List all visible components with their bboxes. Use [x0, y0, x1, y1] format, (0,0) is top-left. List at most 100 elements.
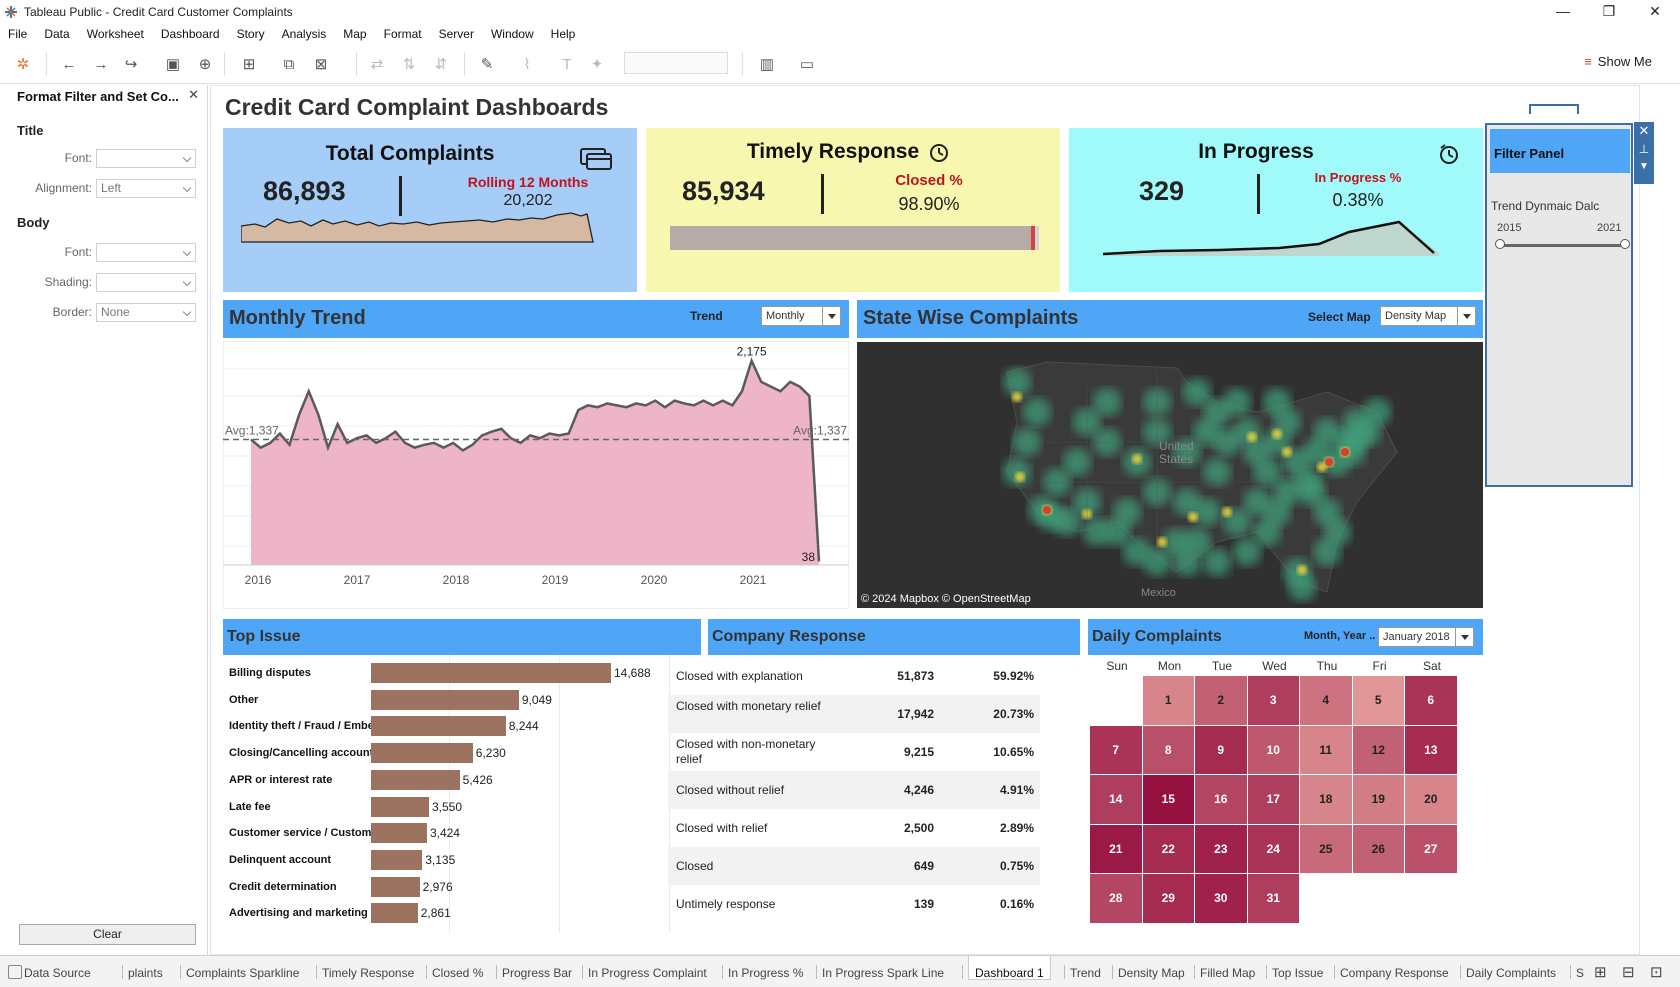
issue-bar[interactable] — [371, 903, 418, 924]
pin-icon[interactable]: ✦ — [590, 56, 604, 73]
sheet-tab[interactable]: Filled Map — [1200, 966, 1256, 980]
redo-icon[interactable]: → — [93, 55, 109, 73]
menu-file[interactable]: File — [8, 27, 28, 41]
sheet-tab[interactable]: In Progress Spark Line — [822, 966, 945, 980]
issue-bar[interactable] — [371, 689, 519, 710]
sheet-tab[interactable]: Progress Bar — [502, 966, 573, 980]
trend-dropdown[interactable]: Monthly — [761, 306, 841, 326]
density-map[interactable]: United States Mexico © 2024 Mapbox © Ope… — [857, 342, 1483, 608]
undo-icon[interactable]: ← — [61, 55, 77, 73]
calendar-day-cell[interactable]: 20 — [1405, 775, 1457, 824]
calendar-day-cell[interactable]: 22 — [1142, 824, 1194, 873]
calendar-day-cell[interactable]: 25 — [1300, 824, 1352, 873]
menu-dashboard[interactable]: Dashboard — [160, 27, 220, 41]
clear-sheet-icon[interactable]: ⊠ — [314, 56, 328, 73]
issue-bar[interactable] — [371, 743, 473, 764]
title-font-dropdown[interactable] — [96, 149, 196, 168]
menu-worksheet[interactable]: Worksheet — [86, 27, 144, 41]
sheet-tab[interactable]: Complaints Sparkline — [186, 966, 300, 980]
response-row[interactable]: Closed without relief 4,246 4.91% — [668, 771, 1040, 809]
sheet-tab[interactable]: Timely Response — [322, 966, 415, 980]
calendar-day-cell[interactable]: 18 — [1300, 775, 1352, 824]
close-window-button[interactable]: ✕ — [1649, 2, 1661, 19]
sheet-tab[interactable]: Top Issue — [1272, 966, 1324, 980]
calendar-day-cell[interactable]: 3 — [1247, 676, 1299, 725]
year-slider-track[interactable] — [1499, 244, 1625, 247]
response-row[interactable]: Closed with monetary relief 17,942 20.73% — [668, 695, 1040, 733]
pin-icon[interactable]: ⊥ — [1638, 142, 1650, 156]
calendar-day-cell[interactable]: 26 — [1352, 824, 1404, 873]
calendar-day-cell[interactable]: 19 — [1352, 775, 1404, 824]
new-dashboard-icon[interactable]: ⊟ — [1622, 964, 1635, 981]
issue-bar[interactable] — [371, 823, 427, 844]
sheet-tab[interactable]: Daily Complaints — [1466, 966, 1557, 980]
issue-bar[interactable] — [371, 716, 506, 737]
response-row[interactable]: Untimely response 139 0.16% — [668, 885, 1040, 923]
sheet-tab[interactable]: In Progress % — [728, 966, 804, 980]
response-row[interactable]: Closed with explanation 51,873 59.92% — [668, 657, 1040, 695]
calendar-day-cell[interactable]: 17 — [1247, 775, 1299, 824]
calendar-day-cell[interactable]: 15 — [1142, 775, 1194, 824]
calendar-day-cell[interactable]: 21 — [1090, 824, 1142, 873]
sort-desc-icon[interactable]: ⇵ — [434, 56, 448, 73]
close-pane-icon[interactable]: ✕ — [188, 87, 199, 102]
alignment-dropdown[interactable]: Left — [96, 179, 196, 198]
highlight-icon[interactable]: ✎ — [480, 56, 494, 73]
sheet-tab[interactable]: Company Response — [1340, 966, 1449, 980]
tableau-logo-icon[interactable]: ✲ — [16, 56, 30, 73]
border-dropdown[interactable]: None — [96, 303, 196, 322]
new-story-icon[interactable]: ⊡ — [1650, 964, 1663, 981]
fit-dropdown[interactable] — [624, 52, 728, 74]
swap-icon[interactable]: ⇄ — [370, 56, 384, 73]
slider-handle-max[interactable] — [1620, 239, 1630, 249]
shading-dropdown[interactable] — [96, 273, 196, 292]
calendar-day-cell[interactable]: 5 — [1352, 676, 1404, 725]
menu-story[interactable]: Story — [236, 27, 265, 41]
calendar-day-cell[interactable]: 2 — [1195, 676, 1247, 725]
issue-bar[interactable] — [371, 796, 429, 817]
sheet-tab[interactable]: S — [1576, 966, 1585, 980]
sheet-tab[interactable]: Dashboard 1 — [968, 956, 1051, 980]
minimize-button[interactable]: — — [1556, 3, 1570, 19]
calendar-day-cell[interactable]: 31 — [1247, 874, 1299, 923]
calendar-day-cell[interactable]: 10 — [1247, 725, 1299, 774]
menu-format[interactable]: Format — [383, 27, 422, 41]
new-datasource-icon[interactable]: ⊕ — [198, 56, 212, 73]
map-type-dropdown[interactable]: Density Map — [1380, 306, 1476, 326]
calendar-day-cell[interactable]: 24 — [1247, 824, 1299, 873]
presentation-icon[interactable]: ▭ — [799, 56, 815, 73]
sheet-tab[interactable]: Density Map — [1118, 966, 1185, 980]
month-year-dropdown[interactable]: January 2018 — [1378, 627, 1474, 647]
menu-data[interactable]: Data — [44, 27, 70, 41]
calendar-day-cell[interactable]: 14 — [1090, 775, 1142, 824]
response-row[interactable]: Closed with non-monetary relief 9,215 10.6… — [668, 733, 1040, 771]
issue-bar[interactable] — [371, 876, 420, 897]
menu-server[interactable]: Server — [438, 27, 474, 41]
sheet-tab[interactable]: Closed % — [432, 966, 484, 980]
attach-icon[interactable]: ⌇ — [523, 56, 531, 73]
calendar-day-cell[interactable]: 7 — [1090, 725, 1142, 774]
sheet-tab[interactable]: Data Source — [24, 966, 91, 980]
response-row[interactable]: Closed with relief 2,500 2.89% — [668, 809, 1040, 847]
calendar-day-cell[interactable]: 23 — [1195, 824, 1247, 873]
slider-handle-min[interactable] — [1495, 239, 1505, 249]
new-sheet-icon[interactable]: ⊞ — [1594, 964, 1607, 981]
sheet-tab[interactable]: plaints — [128, 966, 163, 980]
menu-analysis[interactable]: Analysis — [281, 27, 327, 41]
calendar-day-cell[interactable]: 16 — [1195, 775, 1247, 824]
menu-help[interactable]: Help — [550, 27, 576, 41]
response-row[interactable]: Closed 649 0.75% — [668, 847, 1040, 885]
sort-asc-icon[interactable]: ⇅ — [402, 56, 416, 73]
restore-button[interactable]: ❐ — [1602, 2, 1616, 19]
calendar-day-cell[interactable]: 30 — [1195, 874, 1247, 923]
panel-drag-handle[interactable] — [1529, 104, 1579, 114]
close-icon[interactable]: ✕ — [1638, 123, 1650, 138]
chevron-down-icon[interactable]: ▼ — [1639, 161, 1649, 172]
calendar-day-cell[interactable]: 29 — [1142, 874, 1194, 923]
labels-icon[interactable]: ▥ — [759, 56, 775, 73]
replay-icon[interactable]: ↪ — [124, 56, 138, 73]
calendar-day-cell[interactable]: 6 — [1405, 676, 1457, 725]
clear-button[interactable]: Clear — [19, 924, 196, 945]
calendar-day-cell[interactable]: 28 — [1090, 874, 1142, 923]
menu-map[interactable]: Map — [343, 27, 367, 41]
